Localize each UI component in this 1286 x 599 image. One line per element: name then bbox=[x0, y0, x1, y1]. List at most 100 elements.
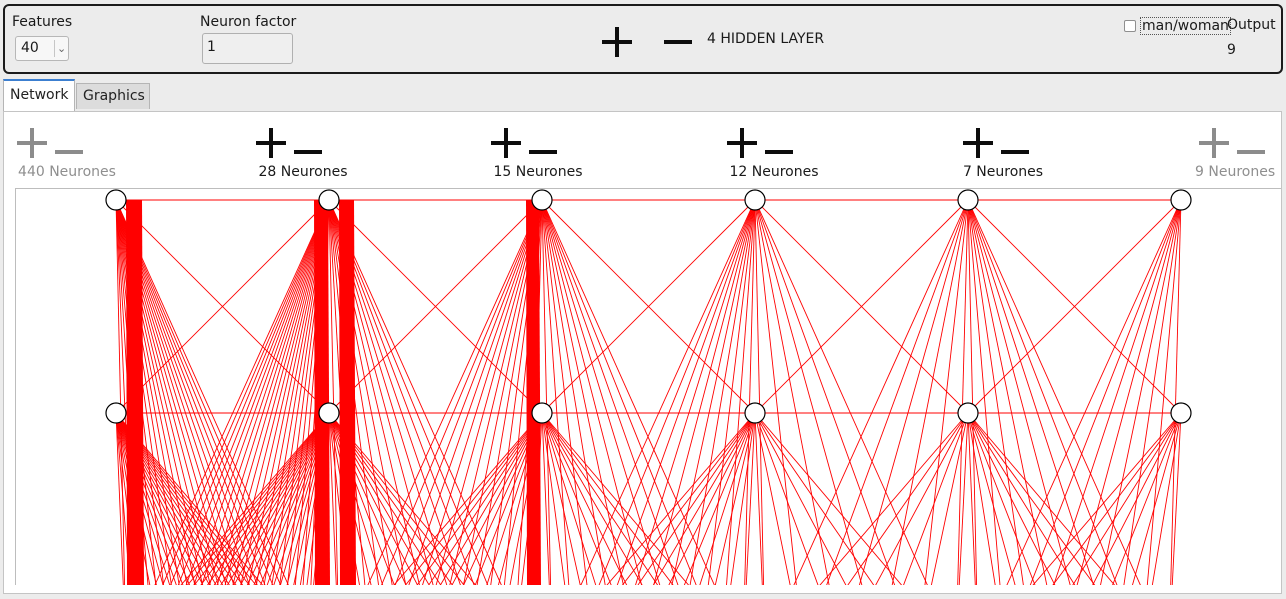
remove-neuron-minus-icon[interactable] bbox=[294, 150, 322, 154]
connection-line bbox=[967, 412, 1036, 585]
connection-line bbox=[967, 412, 1116, 585]
connection-line bbox=[226, 412, 330, 585]
connection-line bbox=[754, 412, 819, 585]
connection-line bbox=[246, 412, 330, 585]
neuron-node[interactable] bbox=[318, 189, 340, 211]
neuron-factor-input[interactable]: 1 bbox=[202, 33, 293, 64]
connection-line bbox=[541, 199, 756, 414]
network-graph bbox=[105, 189, 1192, 585]
connection-line bbox=[435, 199, 543, 585]
connection-line bbox=[248, 199, 330, 585]
connection-line bbox=[381, 199, 543, 585]
remove-neuron-minus-icon[interactable] bbox=[529, 150, 557, 154]
connection-line bbox=[115, 199, 282, 585]
man-woman-checkbox[interactable] bbox=[1124, 20, 1136, 32]
connection-line bbox=[1072, 412, 1182, 585]
add-neuron-plus-icon[interactable] bbox=[963, 128, 993, 158]
connection-line bbox=[754, 412, 791, 585]
neuron-node[interactable] bbox=[531, 402, 553, 424]
connection-line bbox=[1146, 199, 1182, 585]
add-neuron-plus-icon[interactable] bbox=[491, 128, 521, 158]
connection-line bbox=[220, 412, 330, 585]
connection-line bbox=[754, 412, 763, 585]
connection-line bbox=[449, 199, 543, 585]
features-label: Features bbox=[12, 14, 73, 30]
add-neuron-plus-icon bbox=[1199, 128, 1229, 158]
connection-line bbox=[1053, 199, 1182, 585]
neuron-node[interactable] bbox=[744, 402, 766, 424]
connection-line bbox=[193, 412, 330, 585]
remove-neuron-minus-icon[interactable] bbox=[1001, 150, 1029, 154]
layer-neuron-count: 28 Neurones bbox=[258, 164, 348, 180]
connection-line bbox=[240, 199, 330, 585]
connection-line bbox=[754, 199, 830, 585]
connection-line bbox=[328, 412, 337, 585]
add-hidden-layer-plus-icon[interactable] bbox=[602, 27, 632, 57]
connection-line bbox=[967, 199, 1071, 585]
add-neuron-plus-icon[interactable] bbox=[256, 128, 286, 158]
add-neuron-plus-icon bbox=[17, 128, 47, 158]
network-canvas bbox=[15, 188, 1281, 585]
connection-line bbox=[451, 412, 543, 585]
connection-line bbox=[187, 412, 330, 585]
connection-line bbox=[967, 199, 1095, 585]
connection-line bbox=[668, 412, 756, 585]
tab-graphics[interactable]: Graphics bbox=[76, 83, 150, 109]
connection-line bbox=[754, 199, 969, 414]
connection-line bbox=[541, 199, 643, 585]
tab-network[interactable]: Network bbox=[3, 79, 75, 111]
connection-line bbox=[967, 199, 1048, 585]
connection-line bbox=[754, 412, 847, 585]
connection-line bbox=[1112, 412, 1182, 585]
connection-line bbox=[754, 199, 928, 585]
remove-neuron-minus-icon[interactable] bbox=[765, 150, 793, 154]
connection-line bbox=[541, 412, 659, 585]
connection-line bbox=[394, 199, 543, 585]
neuron-node[interactable] bbox=[1170, 402, 1192, 424]
connection-line bbox=[967, 412, 1076, 585]
connection-line bbox=[541, 412, 566, 585]
neuron-node[interactable] bbox=[318, 402, 340, 424]
connection-line bbox=[328, 199, 502, 585]
connection-line bbox=[1006, 199, 1182, 585]
connection-line bbox=[170, 199, 330, 585]
connection-line bbox=[967, 199, 978, 585]
neuron-node[interactable] bbox=[957, 402, 979, 424]
connection-line bbox=[958, 412, 969, 585]
connection-line bbox=[328, 199, 461, 585]
connection-line bbox=[754, 412, 903, 585]
connection-line bbox=[754, 199, 797, 585]
connection-line bbox=[240, 412, 330, 585]
connection-line bbox=[541, 412, 612, 585]
connection-line bbox=[1171, 412, 1182, 585]
connection-line bbox=[541, 412, 690, 585]
network-panel: 440 Neurones 28 Neurones 15 Neurones 12 … bbox=[3, 111, 1282, 594]
connection-line bbox=[541, 199, 661, 585]
remove-hidden-layer-minus-icon[interactable] bbox=[664, 40, 692, 44]
connection-line bbox=[367, 199, 543, 585]
connection-line bbox=[967, 412, 1096, 585]
connection-line bbox=[847, 412, 969, 585]
layer-neuron-count: 9 Neurones bbox=[1195, 164, 1276, 180]
man-woman-label[interactable]: man/woman bbox=[1140, 17, 1231, 35]
connection-line bbox=[1076, 199, 1182, 585]
dense-connection-band bbox=[126, 200, 144, 585]
neuron-node[interactable] bbox=[531, 189, 553, 211]
dense-connection-band bbox=[339, 200, 356, 585]
connection-line bbox=[967, 199, 1118, 585]
neuron-node[interactable] bbox=[957, 189, 979, 211]
connection-line bbox=[408, 199, 543, 585]
connection-line bbox=[328, 412, 453, 585]
connection-line bbox=[891, 199, 969, 585]
neuron-node[interactable] bbox=[1170, 189, 1192, 211]
connection-line bbox=[201, 199, 330, 585]
connection-line bbox=[541, 412, 643, 585]
features-select[interactable]: 40 ⌄ bbox=[15, 36, 69, 61]
neuron-node[interactable] bbox=[105, 402, 127, 424]
neuron-node[interactable] bbox=[744, 189, 766, 211]
connection-line bbox=[967, 412, 976, 585]
add-neuron-plus-icon[interactable] bbox=[727, 128, 757, 158]
neuron-node[interactable] bbox=[105, 189, 127, 211]
connection-line bbox=[115, 199, 165, 585]
connection-line bbox=[541, 412, 674, 585]
